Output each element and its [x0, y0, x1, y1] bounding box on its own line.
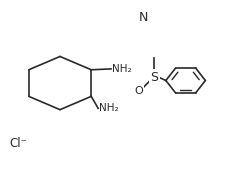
Text: N: N [139, 11, 148, 24]
Text: NH₂: NH₂ [99, 103, 119, 113]
Text: NH₂: NH₂ [112, 64, 132, 74]
Text: S: S [150, 71, 158, 84]
Text: Cl⁻: Cl⁻ [9, 137, 27, 150]
Text: O: O [135, 86, 143, 96]
